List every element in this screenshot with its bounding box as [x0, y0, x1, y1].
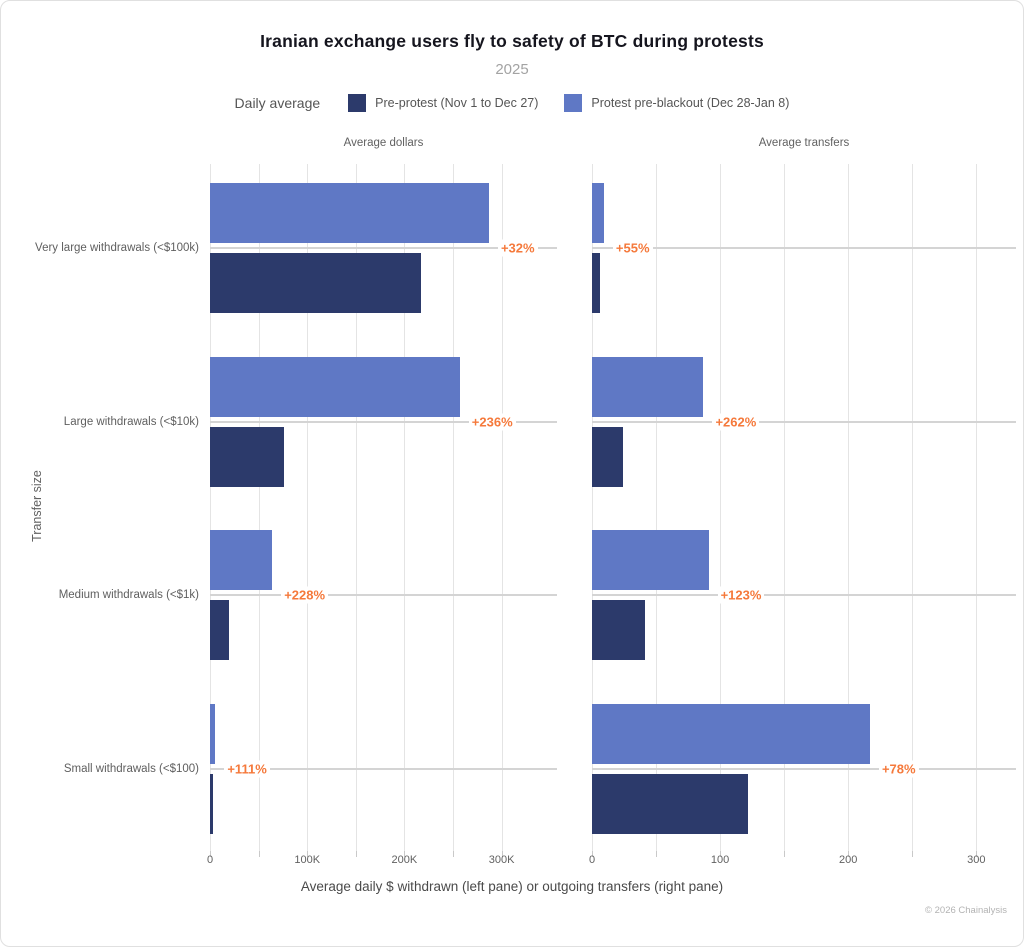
row-center-line [210, 247, 557, 249]
axis-tick [307, 851, 309, 857]
category-label: Very large withdrawals (<$100k) [35, 242, 199, 254]
legend: Daily average Pre-protest (Nov 1 to Dec … [1, 94, 1023, 112]
axis-tick [976, 851, 978, 857]
legend-item-label: Pre-protest (Nov 1 to Dec 27) [375, 96, 539, 110]
bar-preprotest [592, 426, 623, 487]
category-label: Small withdrawals (<$100) [63, 762, 199, 775]
gridline [307, 164, 309, 851]
bar-protest-preblackout [592, 356, 704, 417]
copyright-note: © 2026 Chainalysis [925, 905, 1007, 916]
axis-tick [501, 851, 503, 857]
bar-protest-preblackout [210, 703, 216, 764]
y-axis-title: Transfer size [30, 470, 44, 542]
gridline [452, 164, 454, 851]
gridline [656, 164, 658, 851]
pct-change-label: +55% [612, 239, 653, 257]
axis-tick-label: 300K [488, 854, 515, 866]
gridline [404, 164, 406, 851]
row-center-line [592, 420, 1016, 423]
bar-protest-preblackout [592, 183, 604, 243]
gridline [976, 164, 978, 851]
axis-tick [355, 851, 357, 857]
gridline [720, 164, 722, 851]
bar-preprotest [592, 773, 749, 834]
axis-tick [912, 851, 914, 857]
row-center-line [210, 767, 557, 770]
bar-preprotest [592, 253, 600, 313]
pct-change-label: +111% [224, 760, 270, 777]
gridline [784, 164, 786, 851]
bar-preprotest [210, 253, 421, 313]
bar-protest-preblackout [210, 183, 489, 243]
legend-item-protest: Protest pre-blackout (Dec 28-Jan 8) [564, 94, 789, 112]
chart-title: Iranian exchange users fly to safety of … [260, 31, 764, 51]
axis-tick [210, 851, 211, 857]
gridline [592, 164, 593, 851]
axis-tick-label: 100 [710, 854, 730, 866]
axis-tick-label: 300 [967, 854, 986, 866]
axis-tick-label: 200 [839, 854, 858, 866]
bar-preprotest [592, 600, 645, 660]
category-label: Large withdrawals (<$10k) [63, 415, 199, 428]
row-center-line [210, 420, 557, 423]
axis-tick [592, 851, 593, 857]
pct-change-label: +262% [712, 413, 760, 430]
pct-change-label: +236% [468, 413, 516, 430]
pane-title: Average dollars [343, 137, 424, 149]
x-axis-title: Average daily $ withdrawn (left pane) or… [300, 879, 724, 894]
bar-protest-preblackout [592, 530, 709, 590]
bar-protest-preblackout [210, 356, 460, 417]
gridline [210, 164, 211, 851]
bar-protest-preblackout [592, 703, 870, 764]
axis-tick-label: 0 [206, 854, 214, 866]
row-center-line [592, 247, 1016, 249]
gridline [355, 164, 357, 851]
axis-tick [258, 851, 260, 857]
axis-tick [784, 851, 786, 857]
gridline [912, 164, 914, 851]
protest-color-swatch [564, 94, 583, 112]
row-center-line [592, 594, 1016, 596]
row-center-line [210, 594, 557, 596]
bar-preprotest [210, 773, 213, 834]
legend-caption: Daily average [234, 95, 321, 111]
gridline [258, 164, 260, 851]
chart-subtitle: 2025 [495, 61, 529, 78]
bar-preprotest [210, 600, 229, 660]
pct-change-label: +228% [281, 586, 329, 604]
pct-change-label: +123% [717, 586, 765, 604]
gridline [848, 164, 850, 851]
axis-tick [656, 851, 658, 857]
category-label: Medium withdrawals (<$1k) [58, 589, 199, 601]
pane-title: Average transfers [758, 137, 850, 149]
bar-preprotest [210, 426, 284, 487]
axis-tick-label: 100K [294, 854, 321, 866]
gridline [501, 164, 503, 851]
pct-change-label: +78% [878, 760, 919, 777]
legend-item-preprotest: Pre-protest (Nov 1 to Dec 27) [348, 94, 538, 112]
legend-item-label: Protest pre-blackout (Dec 28-Jan 8) [591, 96, 790, 110]
axis-tick [848, 851, 850, 857]
row-center-line [592, 767, 1016, 770]
bar-protest-preblackout [210, 530, 273, 590]
axis-tick-label: 0 [588, 854, 596, 866]
pct-change-label: +32% [497, 239, 538, 257]
axis-tick [452, 851, 454, 857]
axis-tick [720, 851, 722, 857]
preprotest-color-swatch [348, 94, 367, 112]
axis-tick [404, 851, 406, 857]
axis-tick-label: 200K [391, 854, 418, 866]
